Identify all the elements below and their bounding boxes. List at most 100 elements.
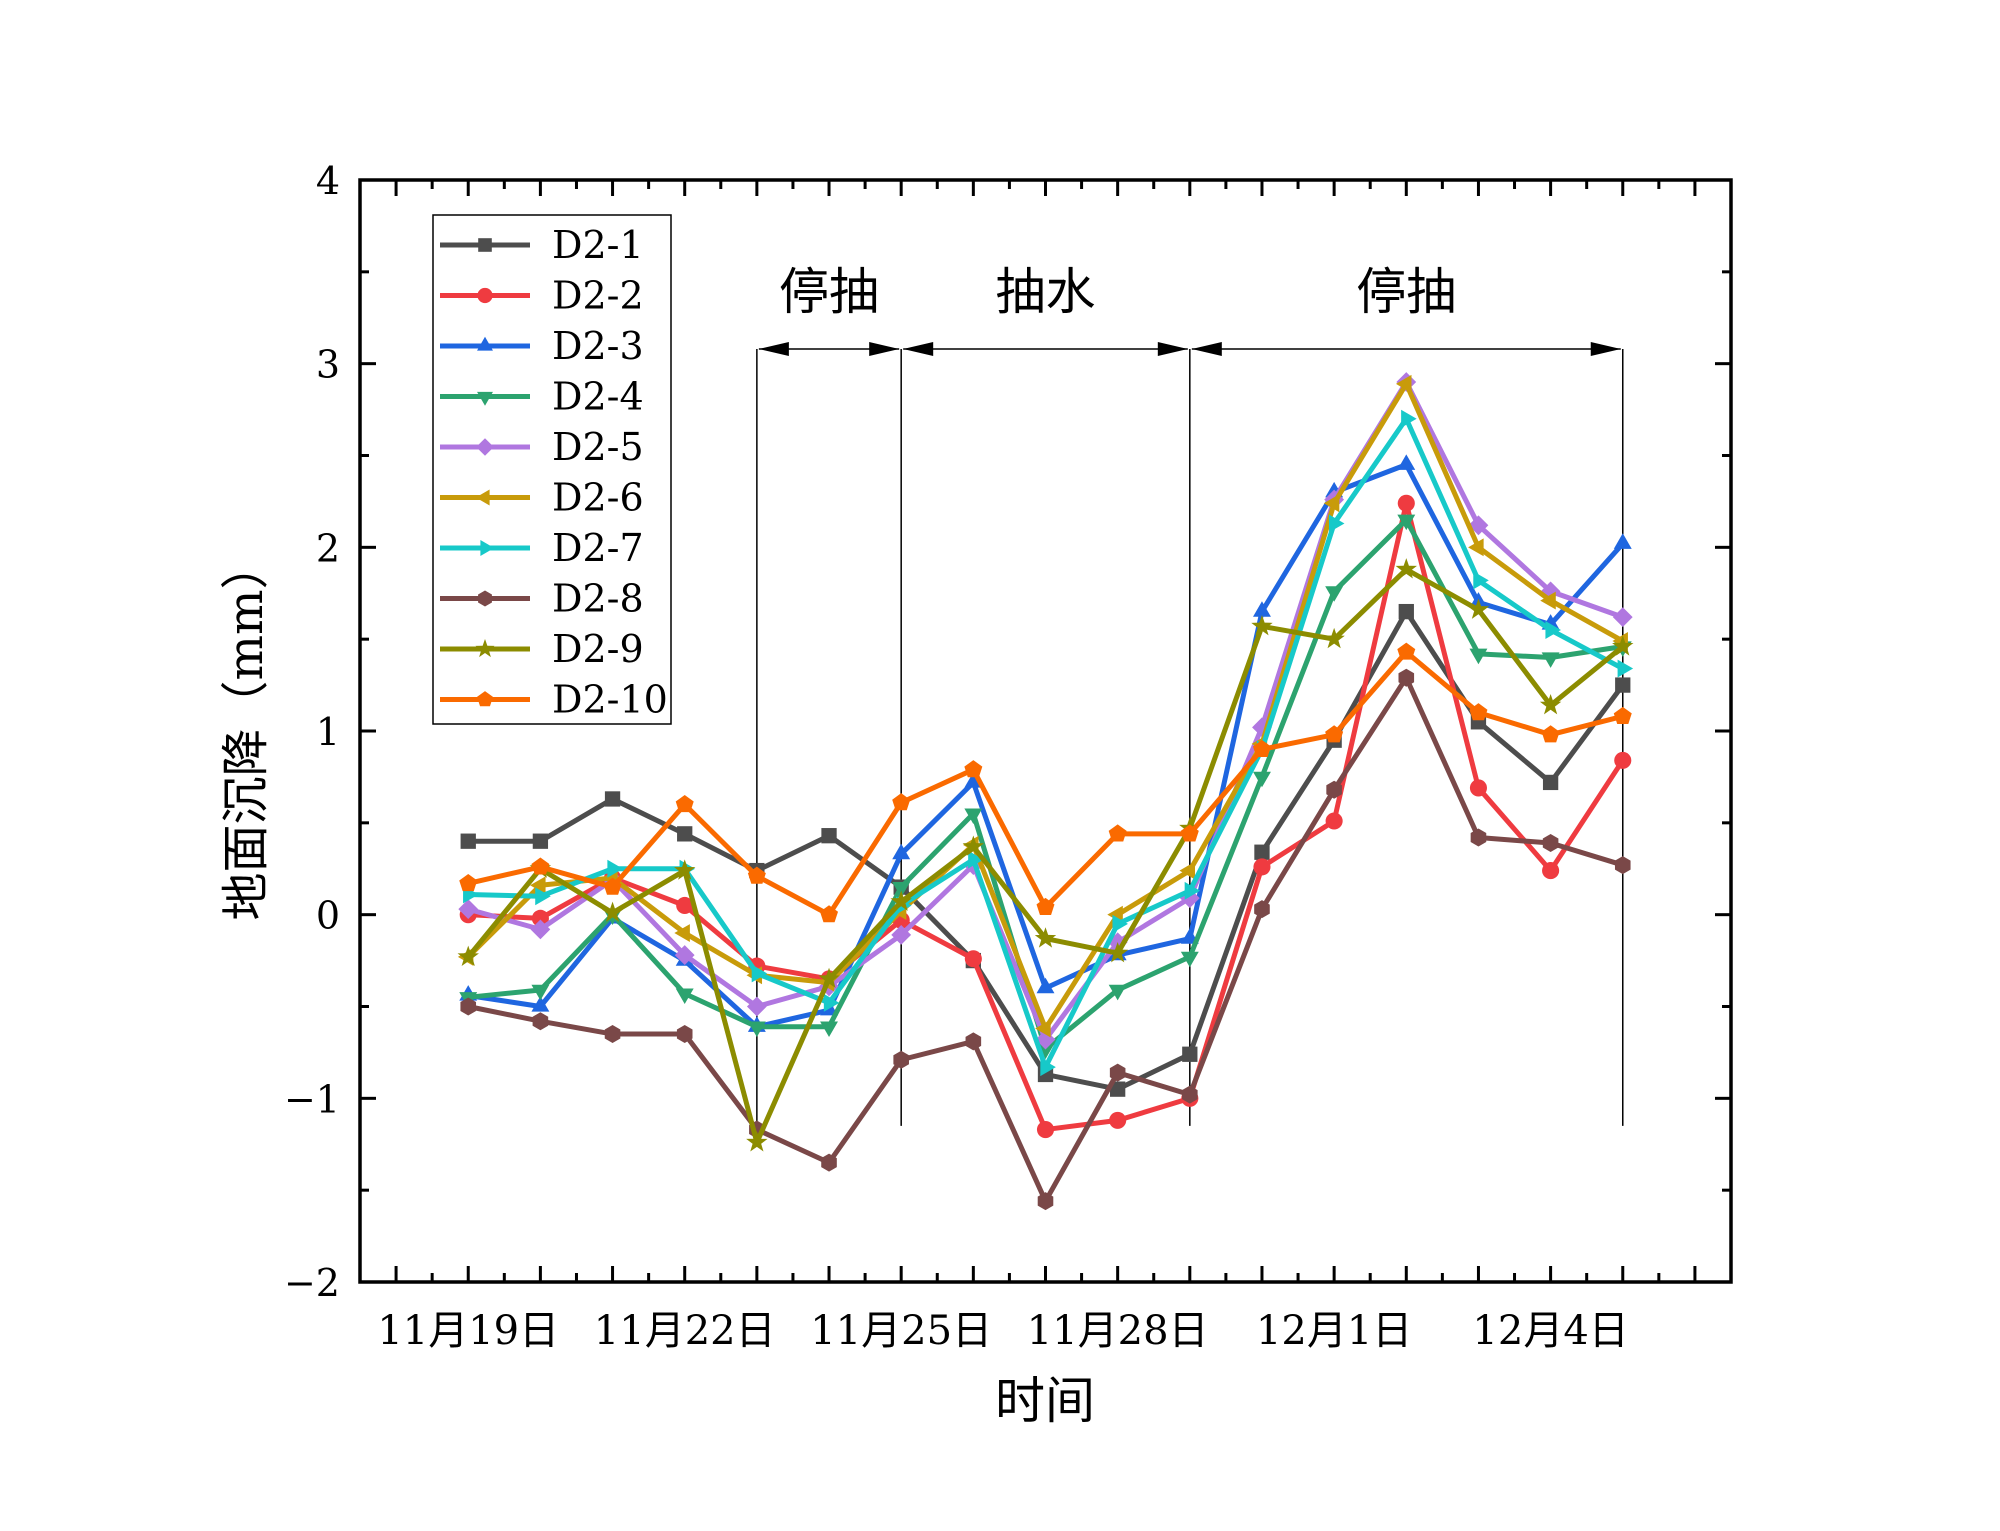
data-point [968,850,984,869]
data-point [1035,1019,1051,1038]
data-point [477,691,493,707]
legend-label: D2-10 [552,678,668,722]
data-point [1397,514,1416,531]
legend-label: D2-1 [552,223,644,267]
data-point [1325,725,1344,743]
data-point [1542,862,1560,880]
data-point [674,859,696,880]
data-point [820,1021,838,1038]
y-tick-label: −2 [284,1261,340,1305]
data-point [747,866,766,884]
data-point [1545,621,1561,639]
arrow-head-right [869,341,900,356]
series-d2-3 [459,454,1632,1032]
data-point [676,1025,693,1044]
data-point [891,924,912,945]
data-point [892,843,911,860]
data-point [1468,538,1484,557]
series-d2-10 [459,642,1632,923]
legend-label: D2-3 [552,324,644,368]
data-point [1326,780,1342,799]
series-group [457,372,1634,1211]
legend-label: D2-9 [552,627,644,671]
data-point [530,919,551,940]
data-point [964,950,982,968]
data-point [1253,858,1271,876]
data-point [480,540,495,556]
phase-label: 停抽 [779,263,879,321]
legend-label: D2-4 [552,375,644,419]
x-tick-label: 11月19日 [377,1308,559,1354]
arrow-head-left [903,341,934,356]
data-point [964,772,983,788]
data-point [1617,659,1634,678]
data-point [823,993,840,1012]
data-point [476,438,494,456]
data-point [531,984,550,1001]
data-point [1040,1058,1056,1077]
data-point [1254,844,1270,860]
y-tick-label: 1 [316,710,340,754]
data-point [532,1012,549,1031]
data-point [747,1021,766,1038]
data-point [1037,1192,1054,1211]
data-point [475,639,495,658]
x-tick-label: 12月1日 [1256,1308,1412,1354]
data-point [1184,881,1201,900]
y-axis-label: 地面沉降（mm） [218,541,274,920]
arrow-head-left [758,341,789,356]
data-point [1467,598,1490,619]
phase-label: 停抽 [1356,263,1456,321]
data-point [531,857,550,875]
data-point [1398,668,1415,687]
data-point [1106,941,1129,963]
data-point [1110,1081,1126,1097]
data-point [1542,834,1559,853]
data-point [1395,558,1417,579]
data-point [530,876,546,895]
data-point [1397,642,1416,660]
data-point [603,877,622,895]
data-point [1401,409,1417,428]
y-tick-label: −1 [284,1077,340,1121]
data-point [532,833,549,849]
data-point [1613,706,1632,724]
data-point [1540,591,1556,610]
legend: D2-1 D2-2 D2-3 D2-4 D2-5 D2-6 D2-7 D2-8 D2-9 D2-1… [432,214,672,725]
phase-annotations: 停抽 抽水 停抽 [756,263,1624,1126]
data-point [1036,897,1055,915]
y-tick-label: 2 [316,526,340,570]
data-point [893,1050,909,1069]
data-point [1325,586,1344,602]
data-point [460,833,476,849]
data-point [962,835,985,856]
data-point [531,996,550,1012]
data-point [676,896,694,915]
data-point [964,808,983,824]
data-point [1179,861,1195,880]
data-point [1253,771,1271,788]
legend-label: D2-8 [552,577,644,621]
data-point [1109,1063,1126,1082]
arrow-head-right [1590,341,1621,356]
data-point [746,1131,768,1152]
data-point [477,336,493,351]
y-tick-label: 0 [316,894,340,938]
data-point [1397,494,1415,512]
data-point [751,964,768,983]
data-point [1468,515,1489,536]
data-point [675,795,694,813]
data-point [1539,694,1562,715]
data-point [820,905,839,923]
data-point [1469,648,1488,665]
data-point [1251,615,1273,636]
data-point [1108,984,1127,1001]
legend-box [432,214,672,725]
legend-label: D2-7 [552,526,644,570]
data-point [1473,571,1489,590]
data-point [1542,774,1559,791]
data-point [1615,677,1631,693]
arrow-head-left [1191,341,1222,356]
arrow-head-right [1157,341,1188,356]
data-point [1254,900,1270,919]
